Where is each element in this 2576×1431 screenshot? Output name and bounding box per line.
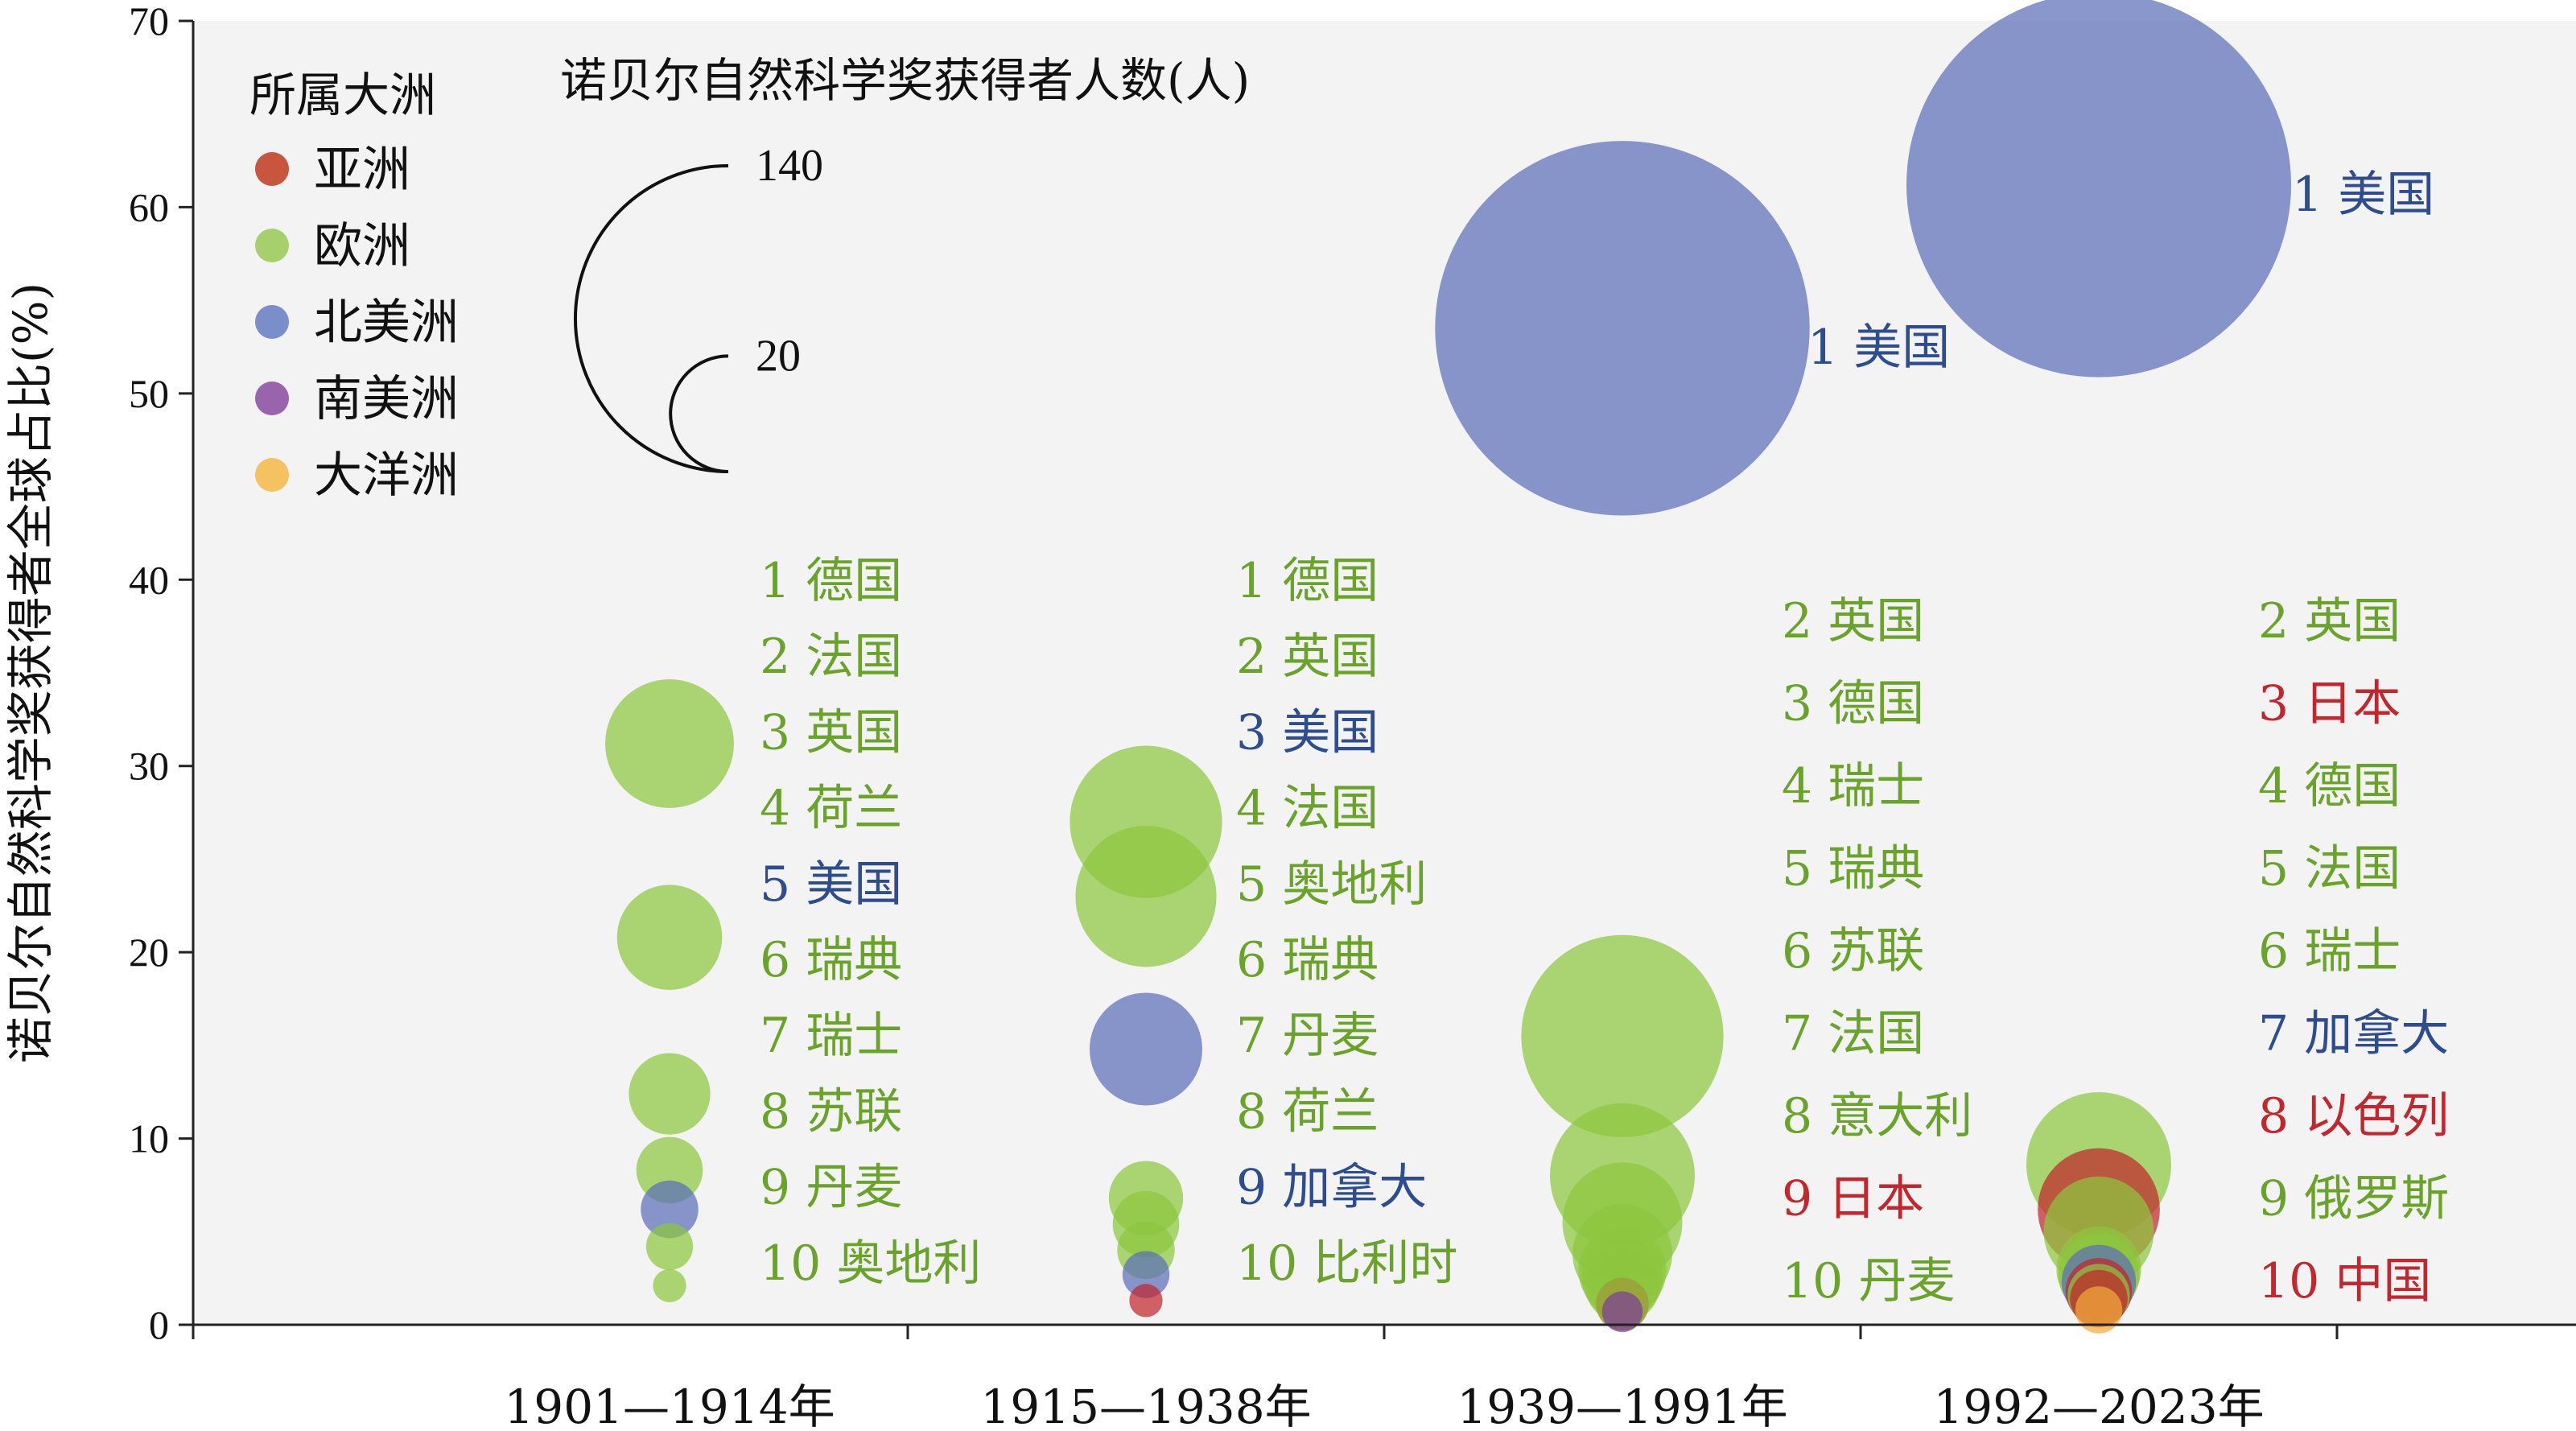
legend-marker-north_america <box>255 305 289 339</box>
bubble-europe <box>1075 826 1217 967</box>
country-label: 3 美国 <box>1236 704 1379 761</box>
legend-label: 北美洲 <box>314 295 459 351</box>
bubble-north_america <box>1906 0 2291 377</box>
country-label: 1 德国 <box>1236 553 1379 609</box>
bubble-europe <box>645 1223 694 1271</box>
y-tick-label: 10 <box>129 1116 169 1161</box>
country-label: 1 德国 <box>760 553 902 609</box>
y-axis-label: 诺贝尔自然科学奖获得者全球占比(%) <box>3 282 58 1063</box>
country-label: 3 英国 <box>760 704 902 761</box>
bubble-oceania <box>2075 1286 2123 1334</box>
country-label: 3 德国 <box>1782 676 1924 732</box>
y-tick-label: 20 <box>129 930 169 975</box>
x-tick-label: 1939—1991年 <box>1457 1379 1787 1431</box>
size-legend-arc <box>573 163 729 473</box>
country-label: 4 荷兰 <box>760 781 902 837</box>
y-tick-label: 70 <box>129 0 169 43</box>
bubble-europe <box>653 1268 686 1303</box>
x-tick-label: 1992—2023年 <box>1933 1379 2264 1431</box>
country-label-top: 1 美国 <box>2292 167 2434 223</box>
country-label: 7 加拿大 <box>2258 1006 2449 1062</box>
bubble-group <box>605 0 2291 1334</box>
y-tick-label: 0 <box>149 1302 169 1347</box>
legend-marker-south_america <box>255 381 289 415</box>
y-tick-label: 60 <box>129 184 169 229</box>
country-label: 7 法国 <box>1782 1006 1924 1062</box>
y-tick-label: 30 <box>129 744 169 789</box>
country-label: 6 瑞士 <box>2258 923 2401 979</box>
country-label: 5 美国 <box>760 856 902 913</box>
country-label: 9 丹麦 <box>760 1160 902 1216</box>
x-tick-label: 1901—1914年 <box>504 1379 835 1431</box>
country-label: 10 奥地利 <box>760 1235 981 1292</box>
country-label: 4 德国 <box>2258 758 2401 814</box>
bubble-north_america <box>1435 141 1810 516</box>
size-legend-label: 140 <box>756 141 823 191</box>
country-label: 6 瑞典 <box>1236 932 1379 988</box>
size-legend: 诺贝尔自然科学奖获得者人数(人) 140 20 <box>560 53 1250 473</box>
x-tick-label: 1915—1938年 <box>980 1379 1311 1431</box>
bubble-asia <box>1129 1284 1163 1318</box>
country-label-group: 1 德国 2 法国 3 英国 4 荷兰 5 美国 6 瑞典 7 瑞士 8 苏联 9 丹麦 10 奥… <box>760 167 2449 1309</box>
country-label: 3 日本 <box>2258 676 2401 732</box>
y-tick-label: 40 <box>129 557 169 602</box>
country-label: 9 日本 <box>1782 1171 1924 1227</box>
legend-marker-oceania <box>255 458 289 492</box>
bubble-north_america <box>1122 1251 1170 1298</box>
bubble-europe <box>629 1053 711 1135</box>
country-label: 7 瑞士 <box>760 1008 902 1064</box>
legend-label: 亚洲 <box>314 142 410 198</box>
country-label: 5 瑞典 <box>1782 841 1924 897</box>
country-label: 2 英国 <box>2258 593 2401 650</box>
country-label: 5 奥地利 <box>1236 856 1427 913</box>
country-label: 2 英国 <box>1782 593 1924 650</box>
bubble-europe <box>616 885 723 990</box>
country-label-top: 1 美国 <box>1807 320 1950 376</box>
bubble-europe <box>1521 934 1724 1137</box>
country-label: 6 瑞典 <box>760 932 902 988</box>
legend-label: 南美洲 <box>314 371 459 427</box>
y-tick-label: 50 <box>129 371 169 416</box>
legend-label: 大洋洲 <box>314 447 459 504</box>
country-label: 10 比利时 <box>1236 1235 1457 1292</box>
country-label: 4 瑞士 <box>1782 758 1924 814</box>
size-legend-label: 20 <box>756 331 801 381</box>
size-legend-arc <box>669 354 729 473</box>
bubble-north_america <box>641 1180 699 1239</box>
country-label: 9 加拿大 <box>1236 1160 1427 1216</box>
legend-title: 所属大洲 <box>249 68 436 122</box>
country-label: 10 中国 <box>2258 1253 2431 1309</box>
country-label: 2 法国 <box>760 629 902 685</box>
country-label: 7 丹麦 <box>1236 1008 1379 1064</box>
country-label: 6 苏联 <box>1782 923 1924 979</box>
bubble-south_america <box>1601 1291 1643 1333</box>
country-label: 4 法国 <box>1236 781 1379 837</box>
country-label: 8 苏联 <box>760 1083 902 1140</box>
country-label: 5 法国 <box>2258 841 2401 897</box>
bubble-europe <box>605 678 734 808</box>
country-label: 2 英国 <box>1236 629 1379 685</box>
legend-marker-europe <box>255 229 289 262</box>
legend-marker-asia <box>255 152 289 186</box>
country-label: 8 以色列 <box>2258 1088 2449 1144</box>
bubble-north_america <box>1089 992 1203 1106</box>
country-label: 9 俄罗斯 <box>2258 1171 2449 1227</box>
country-label: 8 意大利 <box>1782 1088 1972 1144</box>
country-label: 8 荷兰 <box>1236 1083 1379 1140</box>
size-legend-title: 诺贝尔自然科学奖获得者人数(人) <box>560 53 1250 108</box>
country-label: 10 丹麦 <box>1782 1253 1955 1309</box>
axes: 0 10 20 30 40 50 60 70 1901—1914年 1915—1938年 1939—… <box>3 0 2576 1431</box>
legend-label: 欧洲 <box>314 218 410 274</box>
